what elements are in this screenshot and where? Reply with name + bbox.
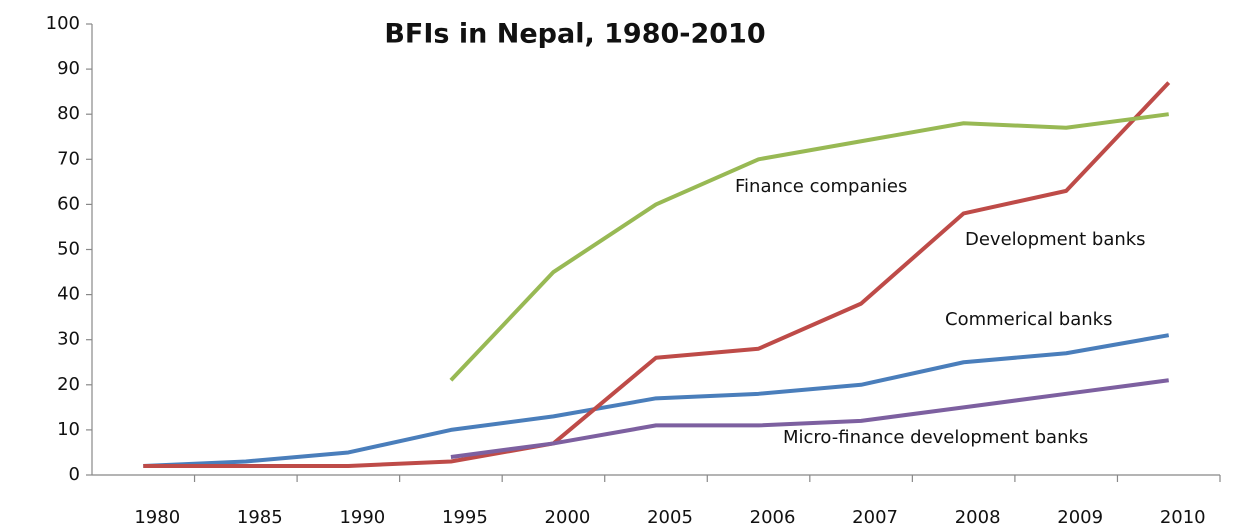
x-tick-label: 2005	[647, 507, 693, 528]
y-tick-label: 20	[57, 374, 80, 395]
chart-title: BFIs in Nepal, 1980-2010	[384, 19, 765, 50]
y-tick-label: 10	[57, 419, 80, 440]
y-tick-label: 60	[57, 193, 80, 214]
x-tick-label: 2010	[1160, 507, 1206, 528]
y-tick-label: 100	[46, 13, 80, 34]
y-tick-label: 30	[57, 329, 80, 350]
x-tick-label: 2000	[545, 507, 591, 528]
x-tick-label: 2006	[750, 507, 796, 528]
y-tick-label: 40	[57, 284, 80, 305]
y-tick-label: 0	[69, 464, 80, 485]
series-label: Commerical banks	[945, 309, 1112, 330]
series-label: Finance companies	[735, 176, 907, 197]
series-line	[143, 333, 1170, 468]
series-line	[449, 112, 1169, 382]
x-tick-label: 1990	[339, 507, 385, 528]
series-line	[450, 378, 1169, 459]
series-label: Micro-finance development banks	[783, 427, 1088, 448]
y-tick-label: 90	[57, 58, 80, 79]
y-tick-label: 50	[57, 239, 80, 260]
x-tick-label: 1985	[237, 507, 283, 528]
x-tick-label: 1995	[442, 507, 488, 528]
y-tick-label: 70	[57, 148, 80, 169]
y-tick-label: 80	[57, 103, 80, 124]
x-tick-label: 1980	[134, 507, 180, 528]
series-line	[143, 81, 1171, 468]
series-label: Development banks	[965, 229, 1146, 250]
x-tick-label: 2008	[955, 507, 1001, 528]
x-tick-label: 2007	[852, 507, 898, 528]
x-tick-label: 2009	[1057, 507, 1103, 528]
